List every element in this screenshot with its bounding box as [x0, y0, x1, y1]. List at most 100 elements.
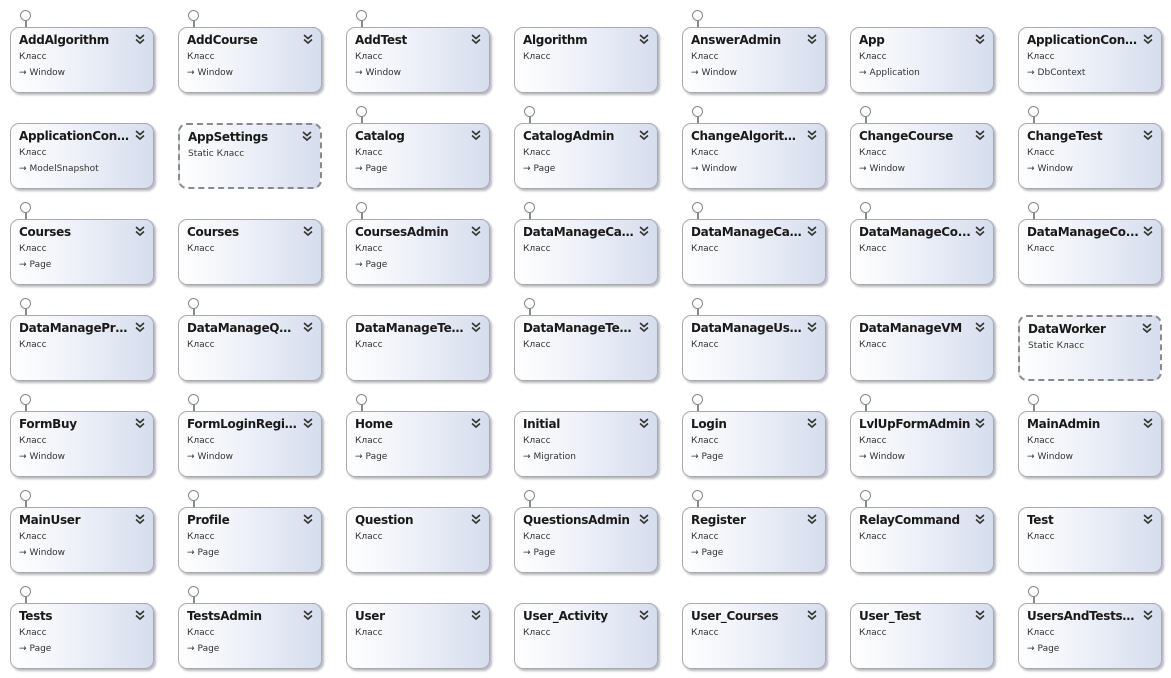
double-chevron-down-icon[interactable]: [469, 608, 483, 622]
class-box[interactable]: Catalog Класс → Page: [346, 123, 490, 189]
double-chevron-down-icon[interactable]: [973, 416, 987, 430]
class-box[interactable]: Algorithm Класс: [514, 27, 658, 93]
class-box[interactable]: MainUser Класс → Window: [10, 507, 154, 573]
class-box[interactable]: Tests Класс → Page: [10, 603, 154, 669]
class-box[interactable]: Home Класс → Page: [346, 411, 490, 477]
double-chevron-down-icon[interactable]: [469, 416, 483, 430]
class-box[interactable]: DataManageTes... Класс: [514, 315, 658, 381]
class-box[interactable]: User_Activity Класс: [514, 603, 658, 669]
class-box[interactable]: RelayCommand Класс: [850, 507, 994, 573]
class-box[interactable]: LvlUpFormAdmin Класс → Window: [850, 411, 994, 477]
class-box[interactable]: Test Класс: [1018, 507, 1162, 573]
double-chevron-down-icon[interactable]: [301, 416, 315, 430]
class-box[interactable]: DataManageQu... Класс: [178, 315, 322, 381]
double-chevron-down-icon[interactable]: [133, 320, 147, 334]
inheritance-arrow-icon: →: [1027, 644, 1035, 654]
class-box[interactable]: CatalogAdmin Класс → Page: [514, 123, 658, 189]
class-box[interactable]: Question Класс: [346, 507, 490, 573]
double-chevron-down-icon[interactable]: [805, 416, 819, 430]
class-box[interactable]: Courses Класс → Page: [10, 219, 154, 285]
class-box[interactable]: AppSettings Static Класс: [178, 123, 322, 189]
class-box[interactable]: Courses Класс: [178, 219, 322, 285]
class-box[interactable]: Register Класс → Page: [682, 507, 826, 573]
double-chevron-down-icon[interactable]: [301, 224, 315, 238]
class-box[interactable]: AddAlgorithm Класс → Window: [10, 27, 154, 93]
class-box[interactable]: User Класс: [346, 603, 490, 669]
class-box[interactable]: DataManageVM Класс: [850, 315, 994, 381]
double-chevron-down-icon[interactable]: [469, 128, 483, 142]
double-chevron-down-icon[interactable]: [133, 128, 147, 142]
double-chevron-down-icon[interactable]: [973, 320, 987, 334]
double-chevron-down-icon[interactable]: [1141, 512, 1155, 526]
class-box[interactable]: ChangeTest Класс → Window: [1018, 123, 1162, 189]
double-chevron-down-icon[interactable]: [300, 129, 314, 143]
double-chevron-down-icon[interactable]: [301, 320, 315, 334]
double-chevron-down-icon[interactable]: [469, 224, 483, 238]
double-chevron-down-icon[interactable]: [637, 224, 651, 238]
class-box[interactable]: TestsAdmin Класс → Page: [178, 603, 322, 669]
class-box[interactable]: ApplicationCont... Класс → DbContext: [1018, 27, 1162, 93]
class-box[interactable]: UsersAndTestsA... Класс → Page: [1018, 603, 1162, 669]
double-chevron-down-icon[interactable]: [133, 608, 147, 622]
class-box[interactable]: DataManageTests Класс: [346, 315, 490, 381]
class-box[interactable]: DataManageCo... Класс: [850, 219, 994, 285]
class-box[interactable]: ChangeAlgorithm Класс → Window: [682, 123, 826, 189]
double-chevron-down-icon[interactable]: [1141, 128, 1155, 142]
class-box[interactable]: DataWorker Static Класс: [1018, 315, 1162, 381]
double-chevron-down-icon[interactable]: [973, 608, 987, 622]
class-box[interactable]: QuestionsAdmin Класс → Page: [514, 507, 658, 573]
double-chevron-down-icon[interactable]: [133, 416, 147, 430]
class-box[interactable]: FormBuy Класс → Window: [10, 411, 154, 477]
class-box[interactable]: Login Класс → Page: [682, 411, 826, 477]
double-chevron-down-icon[interactable]: [469, 320, 483, 334]
double-chevron-down-icon[interactable]: [973, 32, 987, 46]
double-chevron-down-icon[interactable]: [469, 32, 483, 46]
double-chevron-down-icon[interactable]: [805, 224, 819, 238]
double-chevron-down-icon[interactable]: [637, 416, 651, 430]
double-chevron-down-icon[interactable]: [637, 320, 651, 334]
double-chevron-down-icon[interactable]: [637, 32, 651, 46]
double-chevron-down-icon[interactable]: [805, 608, 819, 622]
double-chevron-down-icon[interactable]: [301, 608, 315, 622]
class-box[interactable]: ApplicationCont... Класс → ModelSnapshot: [10, 123, 154, 189]
class-box[interactable]: AddCourse Класс → Window: [178, 27, 322, 93]
double-chevron-down-icon[interactable]: [301, 32, 315, 46]
double-chevron-down-icon[interactable]: [805, 32, 819, 46]
double-chevron-down-icon[interactable]: [973, 224, 987, 238]
class-box[interactable]: Profile Класс → Page: [178, 507, 322, 573]
double-chevron-down-icon[interactable]: [1141, 224, 1155, 238]
double-chevron-down-icon[interactable]: [1141, 32, 1155, 46]
double-chevron-down-icon[interactable]: [637, 128, 651, 142]
class-box[interactable]: DataManageCat... Класс: [682, 219, 826, 285]
class-box[interactable]: DataManageUse... Класс: [682, 315, 826, 381]
double-chevron-down-icon[interactable]: [805, 512, 819, 526]
class-box[interactable]: MainAdmin Класс → Window: [1018, 411, 1162, 477]
double-chevron-down-icon[interactable]: [973, 512, 987, 526]
class-box[interactable]: DataManageCo... Класс: [1018, 219, 1162, 285]
class-box[interactable]: AnswerAdmin Класс → Window: [682, 27, 826, 93]
class-box[interactable]: App Класс → Application: [850, 27, 994, 93]
double-chevron-down-icon[interactable]: [1141, 416, 1155, 430]
double-chevron-down-icon[interactable]: [1141, 608, 1155, 622]
double-chevron-down-icon[interactable]: [1140, 321, 1154, 335]
class-box[interactable]: ChangeCourse Класс → Window: [850, 123, 994, 189]
double-chevron-down-icon[interactable]: [469, 512, 483, 526]
base-class-name: Window: [197, 452, 234, 462]
double-chevron-down-icon[interactable]: [133, 32, 147, 46]
double-chevron-down-icon[interactable]: [637, 608, 651, 622]
class-box[interactable]: DataManagePro... Класс: [10, 315, 154, 381]
class-box[interactable]: CoursesAdmin Класс → Page: [346, 219, 490, 285]
double-chevron-down-icon[interactable]: [133, 224, 147, 238]
double-chevron-down-icon[interactable]: [301, 512, 315, 526]
class-box[interactable]: User_Courses Класс: [682, 603, 826, 669]
double-chevron-down-icon[interactable]: [133, 512, 147, 526]
double-chevron-down-icon[interactable]: [805, 320, 819, 334]
class-box[interactable]: DataManageCat... Класс: [514, 219, 658, 285]
double-chevron-down-icon[interactable]: [637, 512, 651, 526]
double-chevron-down-icon[interactable]: [973, 128, 987, 142]
class-box[interactable]: Initial Класс → Migration: [514, 411, 658, 477]
class-box[interactable]: User_Test Класс: [850, 603, 994, 669]
double-chevron-down-icon[interactable]: [805, 128, 819, 142]
class-box[interactable]: FormLoginRegis... Класс → Window: [178, 411, 322, 477]
class-box[interactable]: AddTest Класс → Window: [346, 27, 490, 93]
